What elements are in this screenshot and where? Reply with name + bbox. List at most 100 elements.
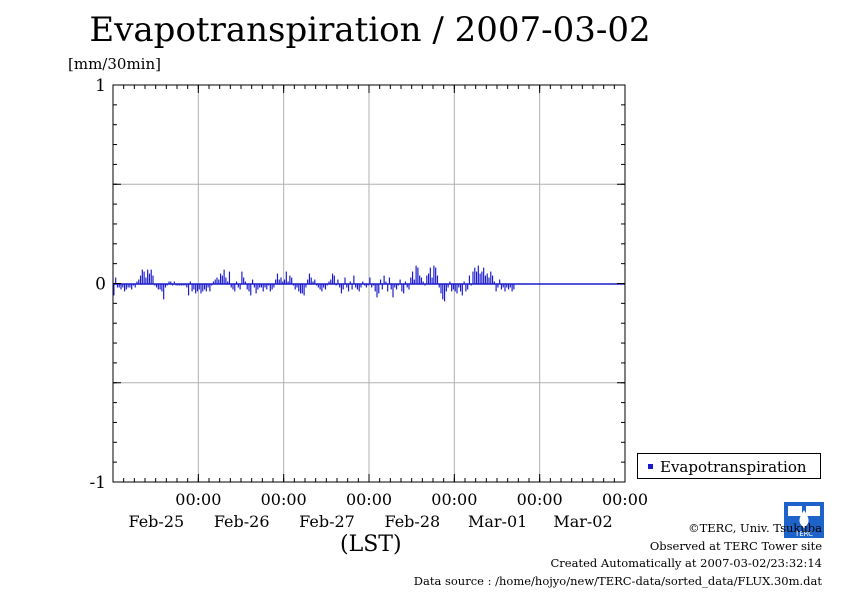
data-bar xyxy=(189,281,191,284)
data-bar xyxy=(282,281,284,284)
data-bar xyxy=(360,283,362,288)
data-bar xyxy=(324,283,327,290)
data-bar xyxy=(344,277,346,284)
data-bar xyxy=(157,283,159,290)
data-bar xyxy=(511,283,513,292)
data-bar xyxy=(387,283,389,292)
data-bar xyxy=(147,269,149,284)
data-bar xyxy=(449,281,451,284)
data-bar xyxy=(408,283,410,290)
data-bar xyxy=(509,283,511,288)
data-bar xyxy=(291,277,293,284)
data-bar xyxy=(365,283,367,288)
data-bar xyxy=(403,283,405,294)
data-bar xyxy=(131,283,133,290)
x-tick-time-label: 00:00 xyxy=(261,490,307,509)
data-bar xyxy=(257,283,259,290)
x-axis-label: (LST) xyxy=(340,532,402,557)
data-bar xyxy=(467,283,469,290)
x-tick-time-label: 00:00 xyxy=(431,490,477,509)
data-bar xyxy=(296,283,298,288)
data-bar xyxy=(271,283,273,290)
ticks-layer xyxy=(112,84,626,483)
data-bar xyxy=(143,271,145,284)
data-bar xyxy=(472,271,474,284)
data-bar xyxy=(187,283,190,296)
data-bar xyxy=(212,281,215,284)
data-bar xyxy=(234,283,236,292)
data-bar xyxy=(410,277,412,284)
data-bar xyxy=(413,279,415,284)
data-bar xyxy=(333,275,335,284)
data-bar xyxy=(209,283,211,292)
data-bar xyxy=(513,283,515,290)
data-bar xyxy=(392,283,394,298)
data-bar xyxy=(235,281,238,284)
data-bar xyxy=(289,275,291,284)
data-bar xyxy=(490,271,492,284)
data-bar xyxy=(266,283,268,290)
x-tick-date-label: Feb-26 xyxy=(214,512,270,531)
data-bar xyxy=(195,283,197,294)
data-bar xyxy=(173,281,175,284)
data-bar xyxy=(399,279,401,284)
data-bar xyxy=(493,281,495,284)
data-bar xyxy=(134,283,136,288)
data-bar xyxy=(383,275,385,284)
data-bar xyxy=(447,283,449,288)
data-bar xyxy=(337,279,339,284)
data-bar xyxy=(200,283,202,294)
data-bar xyxy=(310,277,312,284)
x-tick-date-label: Feb-25 xyxy=(128,512,184,531)
data-bar xyxy=(230,283,232,288)
data-bar xyxy=(136,281,138,284)
chart-title: Evapotranspiration / 2007-03-02 xyxy=(89,10,651,50)
y-tick-label: 1 xyxy=(95,76,106,96)
data-bar xyxy=(353,275,355,284)
data-bar xyxy=(298,283,300,292)
x-tick-date-label: Mar-01 xyxy=(468,512,527,531)
data-bar xyxy=(419,275,421,284)
data-bar xyxy=(440,283,442,294)
x-tick-date-label: Feb-27 xyxy=(299,512,355,531)
data-bar xyxy=(468,275,471,284)
data-bar xyxy=(477,265,479,284)
data-bar xyxy=(342,283,344,290)
data-bar xyxy=(340,283,343,294)
data-bar xyxy=(497,283,499,288)
data-bar xyxy=(278,279,280,284)
data-bar xyxy=(355,283,357,288)
x-tick-time-label: 00:00 xyxy=(346,490,392,509)
data-bar xyxy=(155,283,158,288)
data-bar xyxy=(227,281,229,284)
data-bar xyxy=(248,283,250,292)
data-bar xyxy=(504,283,506,292)
terc-logo-icon: TERC xyxy=(784,502,824,538)
data-bar xyxy=(435,267,437,284)
data-bar xyxy=(202,283,204,292)
data-bar xyxy=(125,283,127,290)
data-bar xyxy=(150,269,152,284)
data-bar xyxy=(127,283,129,288)
data-bar xyxy=(138,279,140,284)
data-bar xyxy=(253,283,255,288)
data-bar xyxy=(148,273,151,284)
data-bar xyxy=(331,273,334,284)
data-bar xyxy=(381,283,383,290)
data-bar xyxy=(388,277,391,284)
data-bar xyxy=(427,273,430,284)
data-bar xyxy=(406,283,408,288)
data-bar xyxy=(358,283,360,292)
data-bar xyxy=(374,283,376,292)
data-bar xyxy=(483,267,485,284)
data-bar xyxy=(314,279,316,284)
data-bar xyxy=(228,271,231,284)
data-bar xyxy=(250,283,252,296)
data-bar xyxy=(269,283,271,292)
data-bar xyxy=(191,283,193,292)
data-bar xyxy=(429,267,431,284)
data-bar xyxy=(273,283,275,288)
data-bar xyxy=(378,283,380,294)
data-bar xyxy=(307,279,309,284)
data-bar xyxy=(198,283,200,290)
